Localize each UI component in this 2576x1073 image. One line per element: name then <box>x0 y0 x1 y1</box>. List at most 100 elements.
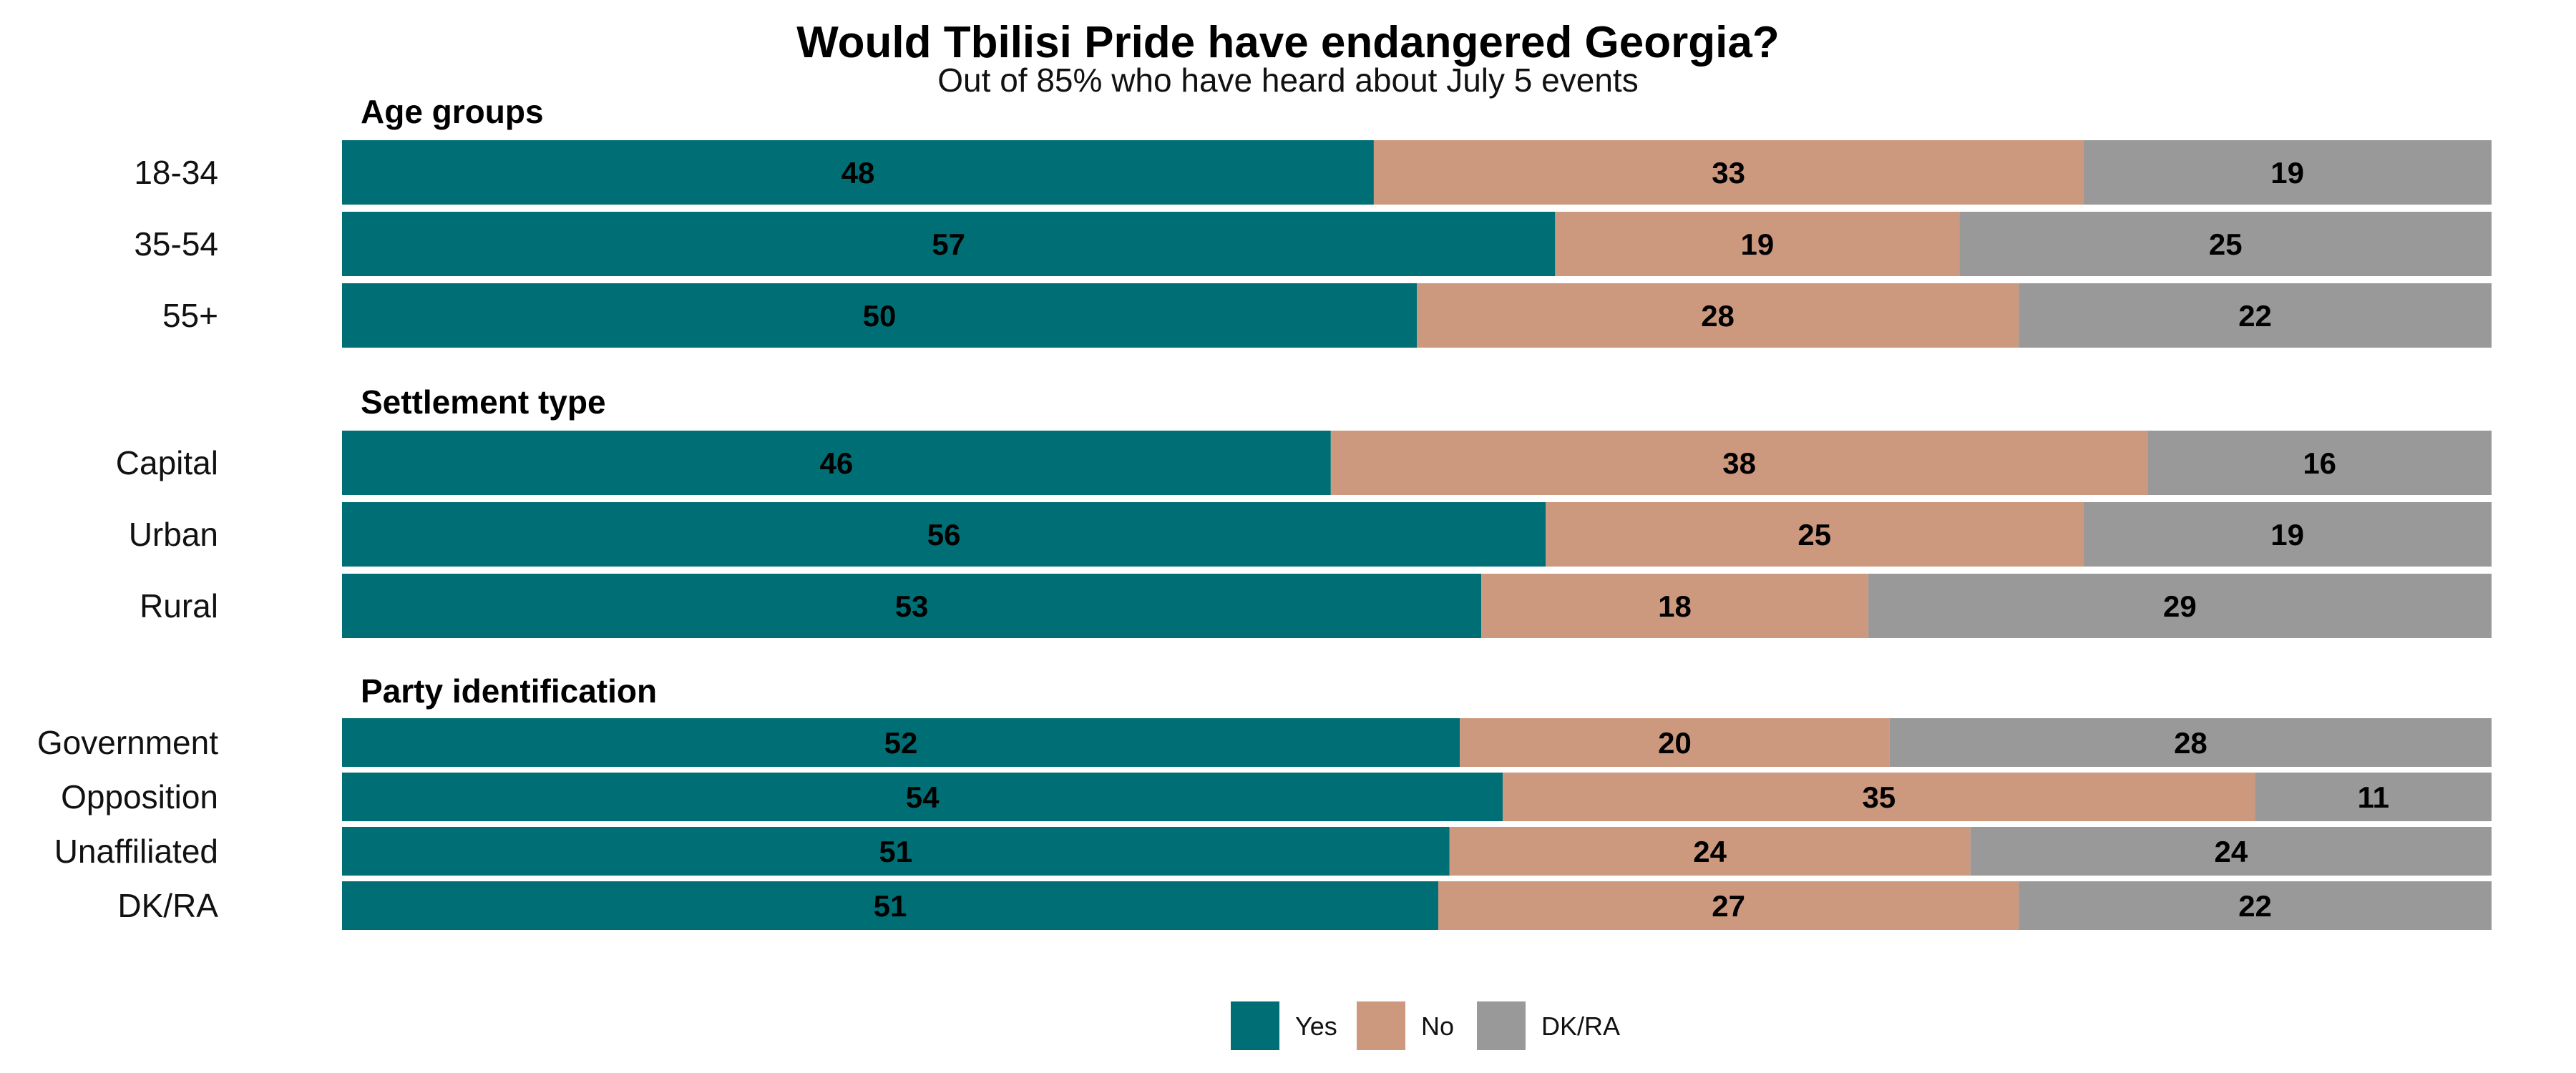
bar-row: 55+ 50 28 22 <box>162 283 2492 348</box>
legend-swatch <box>1357 1001 1405 1050</box>
data-label: 48 <box>841 156 875 190</box>
row-label: 55+ <box>162 297 218 334</box>
data-label: 24 <box>2215 835 2248 868</box>
bar-segment-yes <box>342 283 1417 348</box>
bar-row: 35-54 57 19 25 <box>134 212 2492 276</box>
group-title: Party identification <box>361 672 657 710</box>
data-label: 16 <box>2303 446 2336 480</box>
bar-segment-yes <box>342 502 1546 567</box>
data-label: 22 <box>2238 889 2272 923</box>
data-label: 19 <box>2270 518 2304 552</box>
bar-segment-dk-ra <box>2019 283 2492 348</box>
bar-segment-yes <box>342 140 1374 205</box>
bar-segment-dk-ra <box>2083 140 2492 205</box>
bar-segment-no <box>1555 212 1960 276</box>
data-label: 29 <box>2163 589 2197 623</box>
bar-row: Unaffiliated 51 24 24 <box>54 827 2492 876</box>
group-title: Age groups <box>361 93 544 130</box>
legend-item: Yes <box>1231 1001 1337 1050</box>
data-label: 33 <box>1712 156 1745 190</box>
data-label: 51 <box>879 835 912 868</box>
legend-label: No <box>1421 1011 1454 1041</box>
data-label: 11 <box>2358 780 2389 814</box>
data-label: 18 <box>1658 589 1692 623</box>
bar-segment-dk-ra <box>1868 574 2492 638</box>
row-label: Rural <box>140 587 218 624</box>
bar-row: 18-34 48 33 19 <box>134 140 2492 205</box>
data-label: 51 <box>874 889 907 923</box>
row-label: Unaffiliated <box>54 833 218 870</box>
data-label: 57 <box>932 227 965 261</box>
row-label: 35-54 <box>134 225 218 263</box>
bar-group: Party identification Government 52 20 28 Oppo… <box>37 672 2492 930</box>
data-label: 54 <box>906 780 940 814</box>
bar-segment-dk-ra <box>1959 212 2492 276</box>
bar-segment-no <box>1330 431 2148 495</box>
legend: Yes No DK/RA <box>1231 1001 1620 1050</box>
bar-groups: Age groups 18-34 48 33 19 35-54 57 19 25 55+ 50 28 2… <box>37 93 2492 930</box>
group-title: Settlement type <box>361 383 606 421</box>
bar-group: Settlement type Capital 46 38 16 Urban 56 25 19 R… <box>116 383 2492 638</box>
bar-segment-no <box>1460 718 1890 767</box>
bar-segment-no <box>1417 283 2019 348</box>
bar-row: Government 52 20 28 <box>37 718 2492 767</box>
bar-segment-dk-ra <box>2083 502 2492 567</box>
row-label: DK/RA <box>117 887 218 924</box>
data-label: 50 <box>863 299 897 333</box>
bar-group: Age groups 18-34 48 33 19 35-54 57 19 25 55+ 50 28 2… <box>134 93 2492 348</box>
bar-segment-dk-ra <box>2147 431 2492 495</box>
bar-row: Capital 46 38 16 <box>116 431 2492 495</box>
data-label: 19 <box>1741 227 1775 261</box>
bar-segment-no <box>1481 574 1868 638</box>
bar-row: Urban 56 25 19 <box>129 502 2492 567</box>
bar-segment-dk-ra <box>2255 773 2492 821</box>
legend-label: Yes <box>1295 1011 1337 1041</box>
bar-segment-yes <box>342 881 1439 930</box>
data-label: 27 <box>1712 889 1745 923</box>
bar-row: Rural 53 18 29 <box>140 574 2492 638</box>
data-label: 25 <box>1797 518 1831 552</box>
chart-subtitle: Out of 85% who have heard about July 5 e… <box>937 62 1638 99</box>
data-label: 28 <box>1701 299 1735 333</box>
bar-segment-no <box>1373 140 2084 205</box>
bar-segment-yes <box>342 212 1556 276</box>
legend-item: DK/RA <box>1477 1001 1620 1050</box>
data-label: 25 <box>2209 227 2243 261</box>
data-label: 20 <box>1658 726 1692 760</box>
data-label: 46 <box>820 446 854 480</box>
data-label: 22 <box>2238 299 2272 333</box>
legend-label: DK/RA <box>1541 1011 1620 1041</box>
bar-segment-no <box>1503 773 2255 821</box>
legend-swatch <box>1477 1001 1526 1050</box>
row-label: Opposition <box>61 778 218 815</box>
bar-row: DK/RA 51 27 22 <box>117 881 2492 930</box>
bar-segment-yes <box>342 718 1460 767</box>
data-label: 35 <box>1863 780 1896 814</box>
chart-title: Would Tbilisi Pride have endangered Geor… <box>796 18 1779 67</box>
bar-segment-yes <box>342 827 1450 876</box>
bar-segment-dk-ra <box>1970 827 2492 876</box>
data-label: 24 <box>1693 835 1727 868</box>
legend-swatch <box>1231 1001 1279 1050</box>
legend-item: No <box>1357 1001 1454 1050</box>
row-label: Government <box>37 724 218 761</box>
bar-segment-yes <box>342 773 1503 821</box>
data-label: 28 <box>2174 726 2207 760</box>
bar-segment-dk-ra <box>2019 881 2492 930</box>
row-label: 18-34 <box>134 154 218 191</box>
bar-segment-no <box>1438 881 2019 930</box>
data-label: 38 <box>1722 446 1756 480</box>
bar-segment-no <box>1449 827 1971 876</box>
bar-segment-yes <box>342 431 1331 495</box>
data-label: 19 <box>2270 156 2304 190</box>
data-label: 56 <box>927 518 961 552</box>
row-label: Capital <box>116 444 218 481</box>
bar-row: Opposition 54 35 11 <box>61 773 2492 821</box>
data-label: 52 <box>884 726 918 760</box>
bar-segment-yes <box>342 574 1482 638</box>
data-label: 53 <box>895 589 929 623</box>
row-label: Urban <box>129 516 218 553</box>
bar-segment-no <box>1546 502 2084 567</box>
bar-segment-dk-ra <box>1889 718 2492 767</box>
